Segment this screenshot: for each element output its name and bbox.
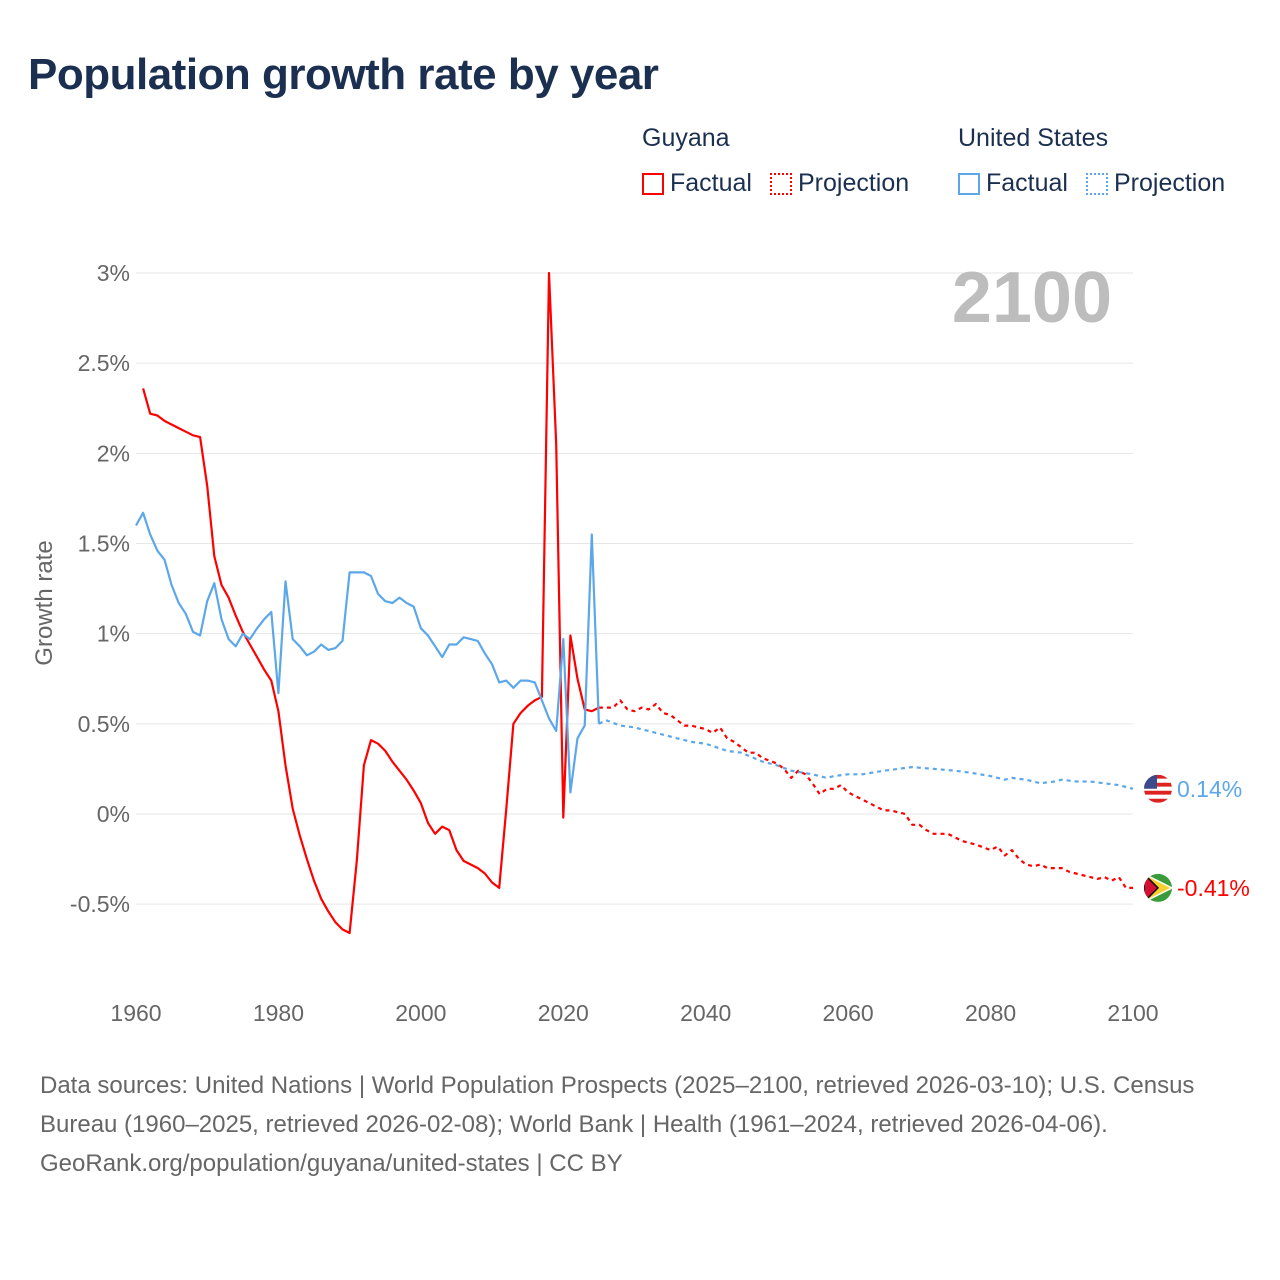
- y-tick-label: 0.5%: [78, 711, 130, 737]
- y-tick-label: 1.5%: [78, 531, 130, 557]
- x-tick-label: 1980: [253, 1000, 304, 1026]
- legend-united-states: United States Factual Projection: [958, 124, 1225, 198]
- x-tick-label: 2040: [680, 1000, 731, 1026]
- legend-swatch-dotted: [1085, 172, 1108, 195]
- stripe: [1144, 794, 1172, 799]
- legend-swatch-dotted: [769, 172, 792, 195]
- y-tick-label: 3%: [97, 260, 130, 286]
- y-tick-label: 0%: [97, 801, 130, 827]
- current-year-label: 2100: [952, 258, 1112, 338]
- legend-guyana: Guyana Factual Projection: [642, 124, 927, 198]
- guyana-flag-icon: [1144, 873, 1172, 902]
- x-tick-label: 2000: [395, 1000, 446, 1026]
- canton: [1144, 774, 1157, 789]
- y-tick-label: -0.5%: [70, 891, 130, 917]
- guyana-flag-body: [1144, 873, 1172, 902]
- us-end-label: 0.14%: [1177, 776, 1242, 802]
- stripe: [1144, 778, 1172, 783]
- y-tick-label: 2%: [97, 440, 130, 466]
- united-states-factual-line: [135, 511, 600, 794]
- legend-label: Factual: [670, 169, 752, 197]
- x-tick-label: 1960: [110, 1000, 161, 1026]
- stripe: [1144, 798, 1172, 803]
- legend-label: Projection: [797, 169, 910, 197]
- us-flag-icon: [1144, 774, 1172, 803]
- footer: Data sources: United Nations | World Pop…: [40, 1066, 1230, 1183]
- data-sources: Data sources: United Nations | World Pop…: [40, 1072, 1195, 1138]
- legend-group-label: United States: [958, 124, 1109, 152]
- legend-swatch-solid: [958, 172, 980, 195]
- stripe: [1144, 782, 1172, 787]
- legend-swatch-solid: [642, 172, 664, 195]
- stripe: [1144, 786, 1172, 791]
- guyana-factual-line: [142, 271, 600, 935]
- legend-label: Projection: [1113, 169, 1226, 197]
- united-states-projection-line: [598, 719, 1134, 790]
- gridlines: [136, 272, 1133, 905]
- guyana-end-label: -0.41%: [1177, 875, 1250, 901]
- us-flag-body: [1144, 774, 1172, 803]
- x-tick-label: 2020: [538, 1000, 589, 1026]
- x-tick-label: 2100: [1107, 1000, 1158, 1026]
- legend-us-projection[interactable]: Projection: [1085, 169, 1226, 198]
- y-tick-label: 1%: [97, 621, 130, 647]
- red-triangle: [1144, 873, 1160, 902]
- x-tick-label: 2080: [965, 1000, 1016, 1026]
- stripe: [1144, 774, 1172, 779]
- stripe: [1144, 790, 1172, 795]
- legend-guyana-projection[interactable]: Projection: [769, 169, 910, 198]
- legend-us-factual[interactable]: Factual: [958, 169, 1068, 198]
- x-tick-label: 2060: [823, 1000, 874, 1026]
- guyana-projection-line: [598, 699, 1133, 889]
- credit-link[interactable]: GeoRank.org/population/guyana/united-sta…: [40, 1150, 623, 1177]
- y-tick-label: 2.5%: [78, 350, 130, 376]
- legend-group-label: Guyana: [642, 124, 730, 152]
- legend-label: Factual: [986, 169, 1068, 197]
- legend-guyana-factual[interactable]: Factual: [642, 169, 752, 198]
- chart-title: Population growth rate by year: [28, 50, 659, 99]
- y-axis-label: Growth rate: [31, 540, 58, 665]
